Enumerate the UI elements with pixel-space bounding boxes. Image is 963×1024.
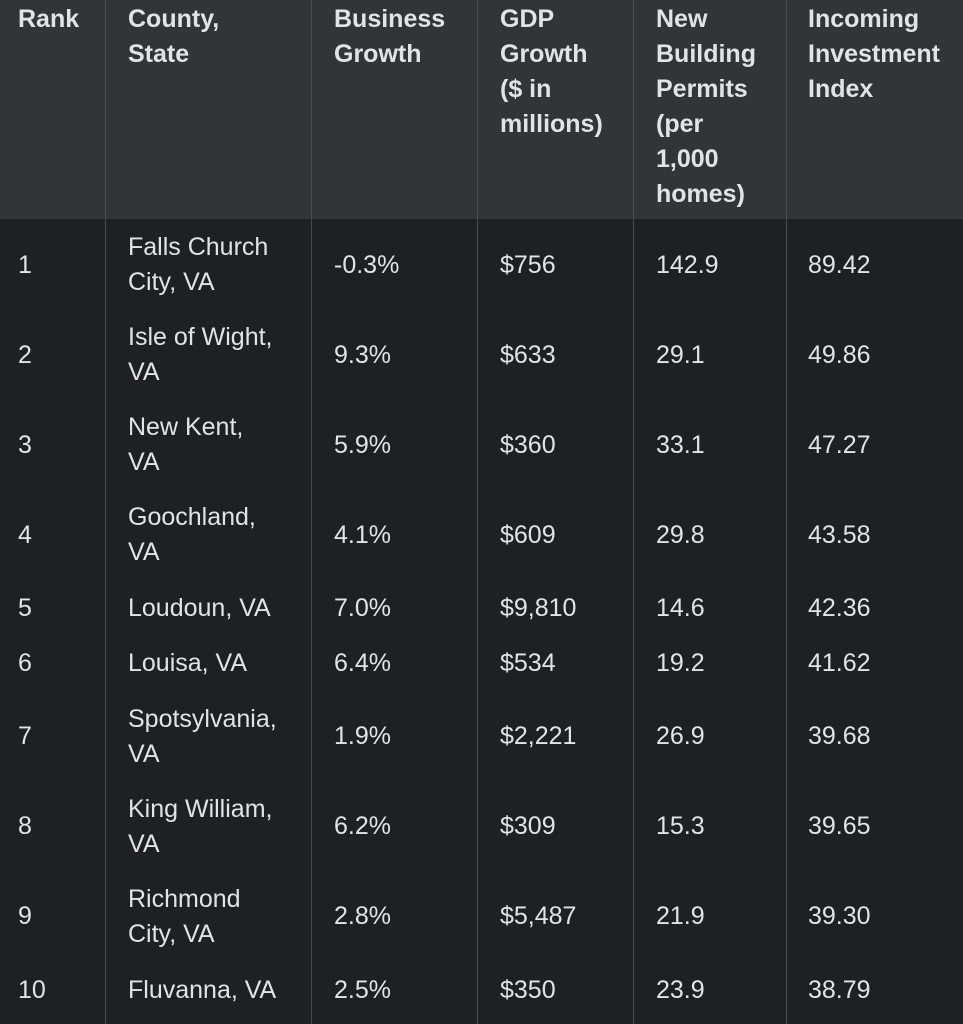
cell-rank: 1 xyxy=(18,251,32,279)
cell-business-growth: 2.5% xyxy=(334,976,391,1004)
cell-building-permits: 14.6 xyxy=(656,594,705,622)
cell-rank: 7 xyxy=(18,722,32,750)
cell-building-permits: 29.1 xyxy=(656,341,705,369)
cell-business-growth: 1.9% xyxy=(334,722,391,750)
cell-investment-index: 39.30 xyxy=(808,902,871,930)
cell-rank: 6 xyxy=(18,649,32,677)
cell-building-permits: 29.8 xyxy=(656,521,705,549)
cell-business-growth: 6.2% xyxy=(334,812,391,840)
column-divider xyxy=(633,0,634,1024)
cell-county: Fluvanna, VA xyxy=(128,976,277,1004)
cell-gdp-growth: $360 xyxy=(500,431,556,459)
cell-investment-index: 47.27 xyxy=(808,431,871,459)
header-county-state: County, State xyxy=(128,5,220,68)
cell-county: Loudoun, VA xyxy=(128,594,271,622)
cell-rank: 3 xyxy=(18,431,32,459)
cell-gdp-growth: $9,810 xyxy=(500,594,577,622)
column-divider xyxy=(786,0,787,1024)
cell-gdp-growth: $633 xyxy=(500,341,556,369)
cell-gdp-growth: $2,221 xyxy=(500,722,577,750)
cell-rank: 5 xyxy=(18,594,32,622)
cell-county: Richmond City, VA xyxy=(128,885,241,948)
cell-business-growth: 5.9% xyxy=(334,431,391,459)
cell-gdp-growth: $609 xyxy=(500,521,556,549)
header-business-growth: Business Growth xyxy=(334,5,446,68)
cell-county: Spotsylvania, VA xyxy=(128,705,277,768)
cell-investment-index: 42.36 xyxy=(808,594,871,622)
cell-county: Isle of Wight, VA xyxy=(128,323,273,386)
cell-rank: 2 xyxy=(18,341,32,369)
cell-investment-index: 89.42 xyxy=(808,251,871,279)
column-divider xyxy=(311,0,312,1024)
cell-county: King William, VA xyxy=(128,795,273,858)
cell-investment-index: 39.68 xyxy=(808,722,871,750)
cell-investment-index: 43.58 xyxy=(808,521,871,549)
cell-investment-index: 39.65 xyxy=(808,812,871,840)
cell-business-growth: 6.4% xyxy=(334,649,391,677)
cell-business-growth: 2.8% xyxy=(334,902,391,930)
cell-building-permits: 142.9 xyxy=(656,251,719,279)
cell-gdp-growth: $534 xyxy=(500,649,556,677)
cell-building-permits: 19.2 xyxy=(656,649,705,677)
cell-gdp-growth: $350 xyxy=(500,976,556,1004)
header-investment-index: Incoming Investment Index xyxy=(808,5,940,103)
cell-county: New Kent, VA xyxy=(128,413,244,476)
cell-building-permits: 33.1 xyxy=(656,431,705,459)
cell-county: Louisa, VA xyxy=(128,649,248,677)
cell-gdp-growth: $756 xyxy=(500,251,556,279)
cell-business-growth: 7.0% xyxy=(334,594,391,622)
cell-investment-index: 49.86 xyxy=(808,341,871,369)
cell-rank: 8 xyxy=(18,812,32,840)
cell-gdp-growth: $5,487 xyxy=(500,902,577,930)
header-building-permits: New Building Permits (per 1,000 homes) xyxy=(656,5,756,208)
cell-business-growth: 4.1% xyxy=(334,521,391,549)
cell-building-permits: 15.3 xyxy=(656,812,705,840)
cell-building-permits: 23.9 xyxy=(656,976,705,1004)
cell-business-growth: 9.3% xyxy=(334,341,391,369)
cell-investment-index: 41.62 xyxy=(808,649,871,677)
cell-business-growth: -0.3% xyxy=(334,251,400,279)
column-divider xyxy=(477,0,478,1024)
cell-rank: 9 xyxy=(18,902,32,930)
cell-investment-index: 38.79 xyxy=(808,976,871,1004)
header-gdp-growth: GDP Growth ($ in millions) xyxy=(500,5,603,138)
header-rank: Rank xyxy=(18,5,80,33)
column-divider xyxy=(105,0,106,1024)
cell-county: Falls Church City, VA xyxy=(128,233,269,296)
cell-building-permits: 26.9 xyxy=(656,722,705,750)
cell-gdp-growth: $309 xyxy=(500,812,556,840)
cell-rank: 10 xyxy=(18,976,46,1004)
cell-building-permits: 21.9 xyxy=(656,902,705,930)
table-header xyxy=(0,0,963,219)
cell-county: Goochland, VA xyxy=(128,503,256,566)
cell-rank: 4 xyxy=(18,521,32,549)
